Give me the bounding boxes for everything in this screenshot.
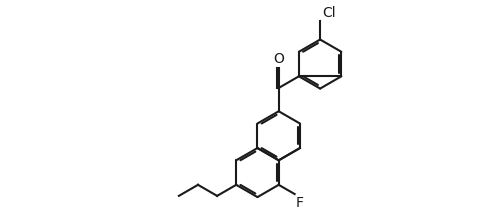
- Text: O: O: [273, 52, 284, 66]
- Text: F: F: [295, 196, 303, 210]
- Text: Cl: Cl: [322, 6, 336, 20]
